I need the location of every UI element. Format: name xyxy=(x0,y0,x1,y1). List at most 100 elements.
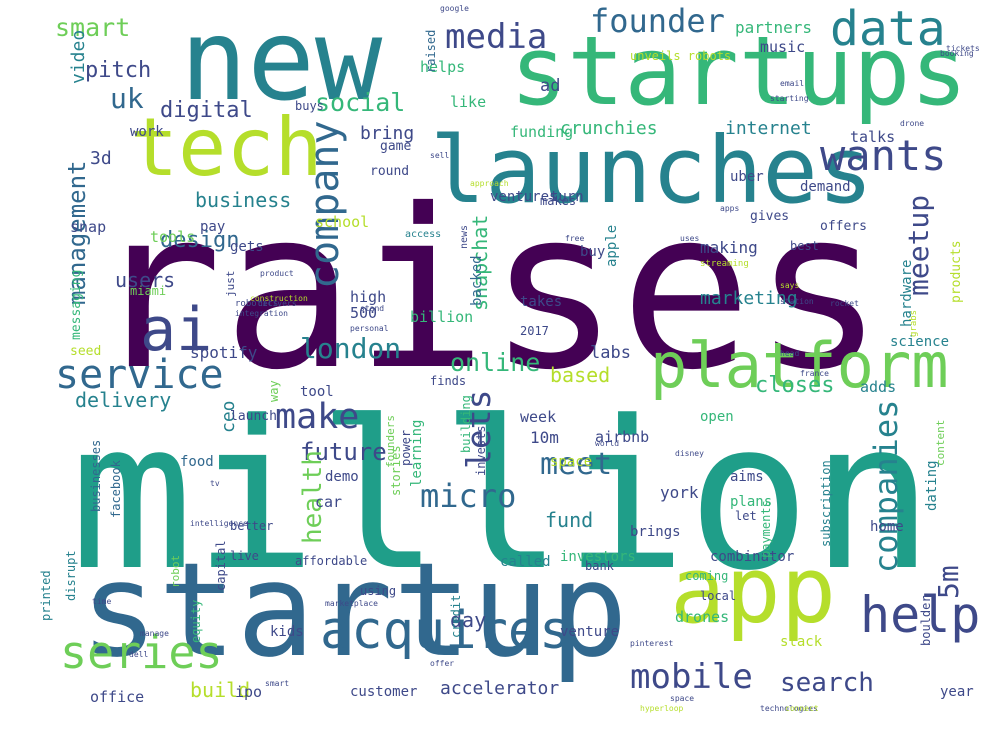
word: live xyxy=(230,549,259,563)
word: ad xyxy=(540,76,561,96)
word: internet xyxy=(725,118,812,139)
word: drones xyxy=(675,608,730,626)
word: 10m xyxy=(530,428,559,447)
word: buy xyxy=(580,244,606,260)
word: pinterest xyxy=(630,639,674,648)
word: social xyxy=(315,88,406,117)
word: accelerator xyxy=(440,678,560,699)
word: email xyxy=(780,79,805,88)
word: boulder xyxy=(919,595,933,646)
word: free xyxy=(565,234,585,243)
word: crunchies xyxy=(560,118,658,139)
word: news xyxy=(459,224,470,249)
word: slack xyxy=(780,634,823,650)
word: delivers xyxy=(258,299,297,308)
word: printed xyxy=(39,570,53,621)
word: marketing xyxy=(700,288,798,309)
word: backed xyxy=(469,255,485,306)
word: time xyxy=(92,597,112,606)
word: million xyxy=(70,378,934,616)
word: robotics xyxy=(235,299,279,309)
word: week xyxy=(520,408,557,426)
word: launch xyxy=(230,409,277,424)
word: makes xyxy=(540,194,577,208)
word: 3d xyxy=(90,148,112,169)
word: 2017 xyxy=(520,324,549,338)
word: high xyxy=(350,288,387,306)
word: future xyxy=(300,438,387,466)
word: pay xyxy=(200,219,226,235)
word: labs xyxy=(590,343,631,363)
word: best xyxy=(790,239,819,253)
word: series xyxy=(60,626,223,679)
word: approach xyxy=(470,179,509,188)
word: dating xyxy=(924,460,940,511)
word: micro xyxy=(420,477,517,515)
word: demo xyxy=(325,469,359,485)
word: open xyxy=(700,409,734,425)
word: work xyxy=(130,124,164,140)
word: 500 xyxy=(350,304,378,322)
word: london xyxy=(300,332,402,365)
word: customer xyxy=(350,684,418,700)
word: billion xyxy=(410,308,474,326)
word: talks xyxy=(850,128,896,146)
word: ventures xyxy=(490,189,558,205)
word: just xyxy=(224,270,237,298)
word: world xyxy=(595,439,620,448)
word: search xyxy=(780,668,874,698)
word: kids xyxy=(270,624,304,640)
word: way xyxy=(267,380,281,402)
word: media xyxy=(445,17,548,57)
word: bring xyxy=(360,123,415,144)
word: smart xyxy=(265,679,290,688)
word: meet xyxy=(540,447,613,482)
word: investors xyxy=(560,549,636,565)
word: like xyxy=(450,93,487,111)
word: apps xyxy=(720,204,740,213)
word: round xyxy=(370,164,410,179)
word: apple xyxy=(604,224,620,267)
word: aims xyxy=(730,469,764,485)
word: new xyxy=(180,0,383,126)
word: build xyxy=(190,678,251,702)
word: local xyxy=(700,589,737,603)
word: businesses xyxy=(89,439,103,512)
word: launches xyxy=(430,117,874,224)
word-cloud-canvas: raises million startup new startups launches t… xyxy=(30,0,980,742)
word: space xyxy=(550,454,593,470)
word: delivery xyxy=(75,388,172,412)
word: tickets xyxy=(946,44,980,53)
word: ai xyxy=(140,295,213,365)
word: smart xyxy=(55,13,131,42)
word: grabs xyxy=(909,309,919,337)
word: starting xyxy=(770,94,809,103)
word: technologies xyxy=(760,704,818,713)
word: plans xyxy=(730,494,773,510)
word: food xyxy=(180,454,214,470)
word: disney xyxy=(675,449,704,458)
word: design xyxy=(160,228,240,253)
word: york xyxy=(660,483,699,502)
word: stand xyxy=(360,304,385,313)
word: startups xyxy=(510,17,968,127)
word: mobile xyxy=(630,657,753,697)
word: marketplace xyxy=(325,599,378,608)
word: data xyxy=(830,1,946,57)
word: game xyxy=(380,139,412,154)
word: tool xyxy=(300,384,334,400)
word: robot xyxy=(169,554,182,588)
word: tech xyxy=(130,101,323,194)
word: bank xyxy=(585,559,614,573)
word: head xyxy=(780,349,800,358)
word: help xyxy=(860,586,981,644)
word: ipo xyxy=(235,683,263,701)
word: google xyxy=(440,4,469,13)
word: platform xyxy=(650,329,949,402)
word: invests xyxy=(474,425,488,476)
word: year xyxy=(940,684,974,700)
word: messaging xyxy=(69,269,84,340)
word: france xyxy=(800,369,829,378)
word: content xyxy=(934,419,947,466)
word: airbnb xyxy=(595,428,650,446)
